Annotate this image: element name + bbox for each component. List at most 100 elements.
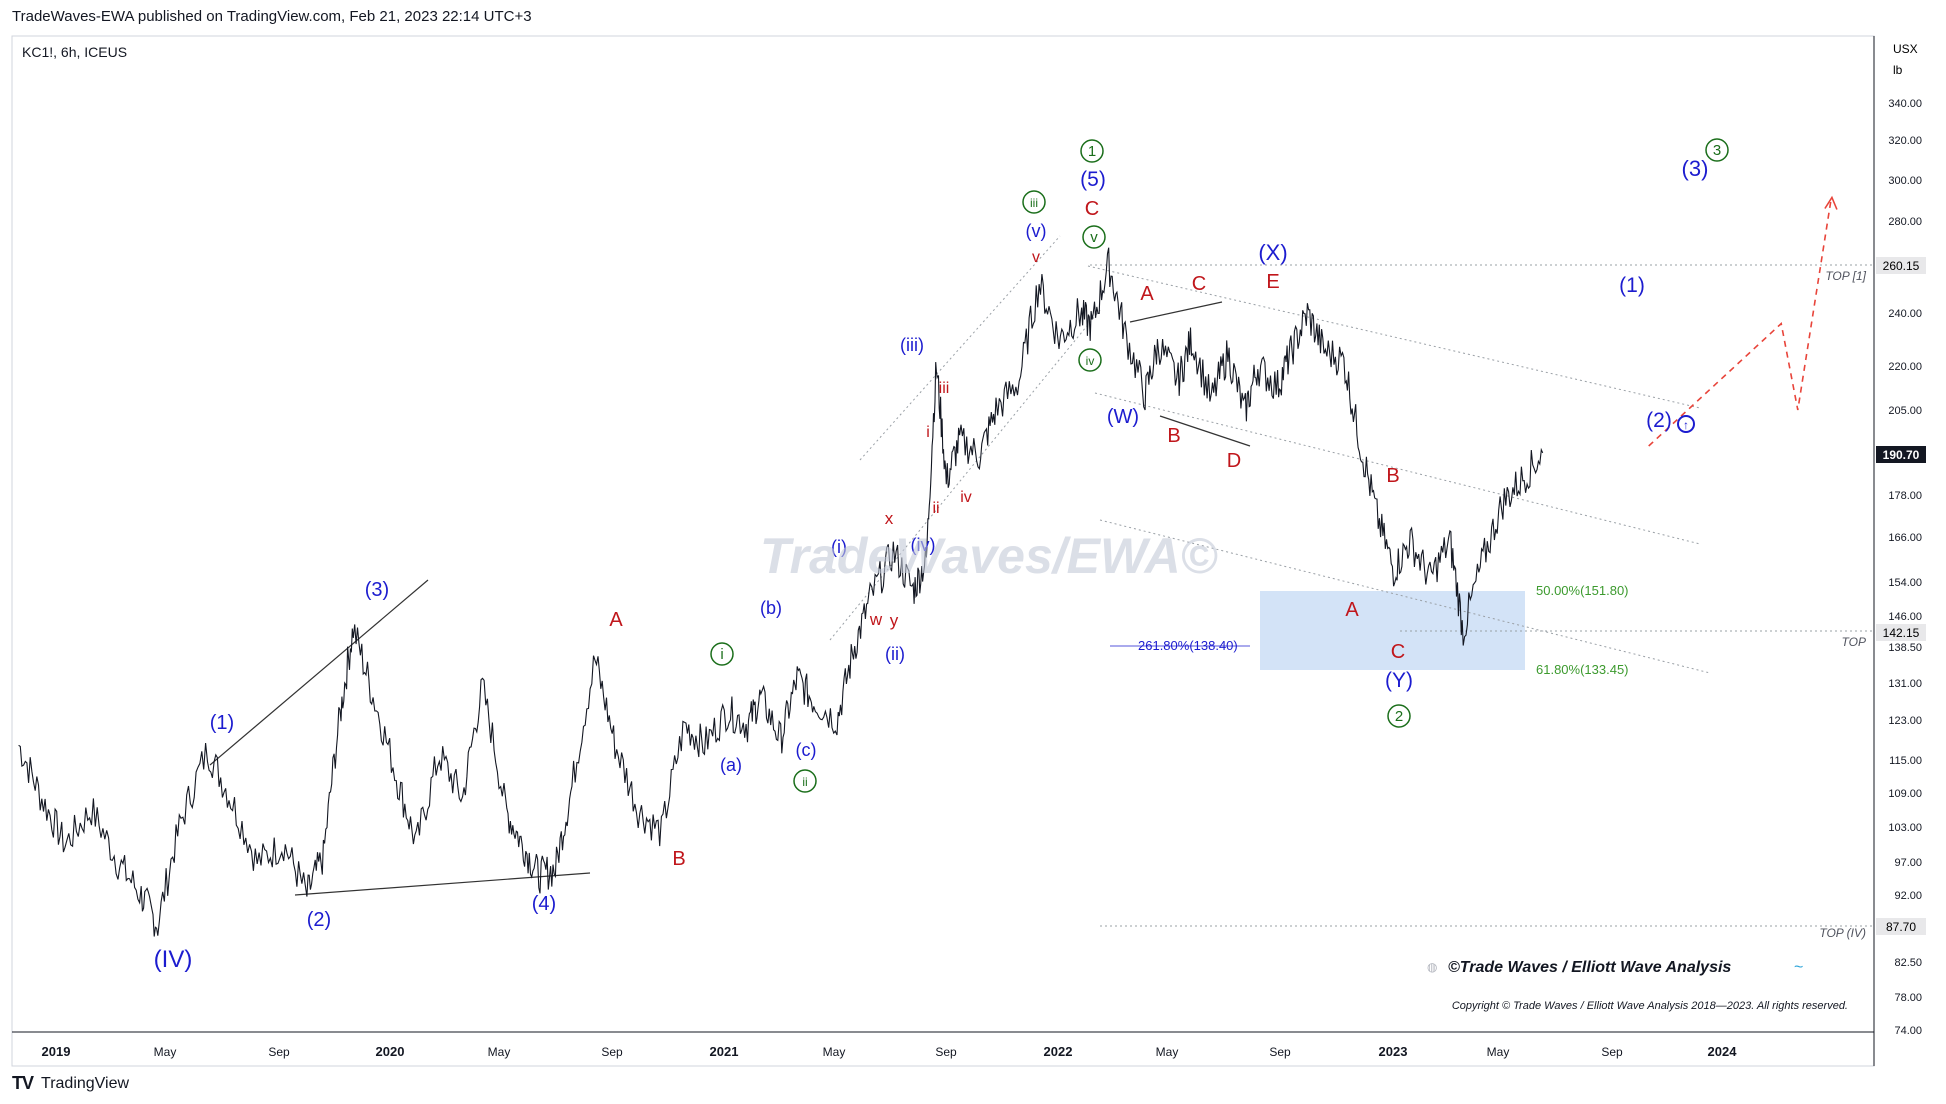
wave-labels: (IV)(1)(2)(3)(4)AB(a)(b)(c)iii(i)(ii)(ii… — [154, 138, 1729, 973]
y-tick-label: 74.00 — [1894, 1025, 1922, 1037]
symbol-label: KC1!, 6h, ICEUS — [22, 44, 128, 60]
wave-label: (IV) — [154, 946, 193, 973]
wave-label-circle — [1078, 348, 1102, 372]
top-1-text: TOP [1] — [1825, 269, 1866, 283]
triangle-upper — [1129, 301, 1223, 323]
wave-label: C — [1192, 273, 1206, 295]
x-tick-label: May — [823, 1045, 846, 1059]
x-tick-label: Sep — [935, 1045, 957, 1059]
wave-label: A — [1140, 283, 1154, 305]
wave-label: A — [609, 609, 623, 631]
wave-label: D — [1227, 450, 1241, 472]
wave-label: w — [869, 610, 883, 629]
trendline-lower — [294, 872, 591, 896]
wave-label: 3 — [1713, 142, 1721, 159]
y-tick-label: 123.00 — [1888, 715, 1922, 727]
x-tick-label: 2019 — [42, 1044, 71, 1059]
wave-label-circle — [1082, 225, 1106, 249]
wave-label: ii — [802, 775, 807, 789]
wave-label: E — [1266, 271, 1279, 293]
copyright-note: Copyright © Trade Waves / Elliott Wave A… — [1452, 1000, 1848, 1012]
impulse-channel-upper — [859, 235, 1061, 461]
x-axis-ticks: 2019 May Sep 2020 May Sep 2021 May Sep 2022 May Sep… — [42, 1044, 1738, 1059]
wave-label: (v) — [1026, 221, 1047, 241]
wave-label: (3) — [1682, 156, 1709, 181]
wave-label: (1) — [210, 712, 234, 734]
wave-label: C — [1391, 641, 1405, 663]
projection-path — [1648, 195, 1838, 447]
tradingview-logo-icon: TV — [12, 1073, 34, 1093]
x-tick-label: 2021 — [710, 1044, 739, 1059]
wave-label: B — [1386, 465, 1399, 487]
y-tick-label: 205.00 — [1888, 405, 1922, 417]
publish-header: TradeWaves-EWA published on TradingView.… — [12, 8, 532, 25]
channel-middle — [1094, 392, 1701, 545]
top-value: 142.15 — [1883, 626, 1920, 640]
top-iv-value: 87.70 — [1886, 920, 1916, 934]
wave-label: (c) — [796, 740, 817, 760]
y-unit-top: USX — [1893, 42, 1918, 56]
triangle-lower — [1159, 415, 1251, 447]
wave-label: y — [890, 611, 899, 630]
wave-label: (2) — [1646, 409, 1672, 432]
y-tick-label: 340.00 — [1888, 98, 1922, 110]
x-tick-label: 2023 — [1379, 1044, 1408, 1059]
wave-label: i — [720, 646, 723, 663]
x-tick-label: May — [1487, 1045, 1510, 1059]
top-1-tag — [1876, 257, 1926, 274]
y-tick-label: 166.00 — [1888, 532, 1922, 544]
y-tick-label: 220.00 — [1888, 361, 1922, 373]
wave-label: (3) — [365, 579, 389, 601]
wave-label: (iv) — [911, 535, 936, 555]
x-tick-label: 2024 — [1708, 1044, 1738, 1059]
wave-label: (5) — [1080, 168, 1106, 191]
wave-label-circle — [1022, 190, 1046, 214]
up-arrow-glyph: ↑ — [1683, 418, 1689, 432]
wave-label: (iii) — [900, 335, 924, 355]
price-series — [18, 247, 1544, 937]
x-tick-label: 2022 — [1044, 1044, 1073, 1059]
wave-label: B — [1167, 425, 1180, 447]
wave-label: (W) — [1107, 406, 1139, 428]
y-tick-label: 138.50 — [1888, 642, 1922, 654]
projection-arrowhead — [1824, 195, 1838, 210]
y-unit-bottom: lb — [1893, 63, 1903, 77]
brand-annotation: ©Trade Waves / Elliott Wave Analysis — [1448, 959, 1731, 976]
wave-label-circle — [1080, 139, 1104, 163]
projection-line — [1648, 200, 1832, 447]
watermark: TradeWaves/EWA© — [760, 528, 1218, 584]
top-iv-tag — [1876, 918, 1926, 935]
wave-label: iv — [960, 489, 972, 506]
wave-label: v — [1090, 229, 1098, 246]
x-tick-label: Sep — [268, 1045, 290, 1059]
fib-618-label: 61.80%(133.45) — [1536, 662, 1629, 677]
y-tick-label: 109.00 — [1888, 788, 1922, 800]
y-axis-ticks: 340.00320.00300.00280.00260.00240.00220.… — [1888, 98, 1922, 1037]
wave-label-circle — [1705, 138, 1729, 162]
wave-label: (1) — [1619, 274, 1645, 297]
wave-label: i — [926, 424, 930, 441]
y-tick-label: 115.00 — [1889, 755, 1922, 767]
top-tag — [1876, 624, 1926, 641]
y-tick-label: 280.00 — [1888, 216, 1922, 228]
current-price-tag — [1876, 446, 1926, 463]
footer-brand: TradingView — [41, 1074, 130, 1092]
wave-label: C — [1085, 198, 1099, 220]
wave-label: B — [672, 848, 685, 870]
wave-label: (i) — [831, 537, 847, 557]
y-tick-label: 78.00 — [1894, 992, 1922, 1004]
wave-label: (ii) — [885, 644, 905, 664]
y-tick-label: 131.00 — [1888, 678, 1922, 690]
wave-label-circle — [710, 642, 734, 666]
wave-icon: ~ — [1794, 959, 1803, 976]
wave-label: iii — [939, 380, 950, 397]
wave-label: iii — [1030, 196, 1038, 210]
brand-icon-left: ◍ — [1427, 960, 1438, 974]
y-tick-label: 320.00 — [1888, 135, 1922, 147]
wave-label: x — [885, 509, 894, 528]
y-tick-label: 97.00 — [1894, 857, 1922, 869]
y-tick-label: 146.00 — [1888, 611, 1922, 623]
y-tick-label: 300.00 — [1888, 175, 1922, 187]
fib-261-label: 261.80%(138.40) — [1138, 638, 1238, 653]
